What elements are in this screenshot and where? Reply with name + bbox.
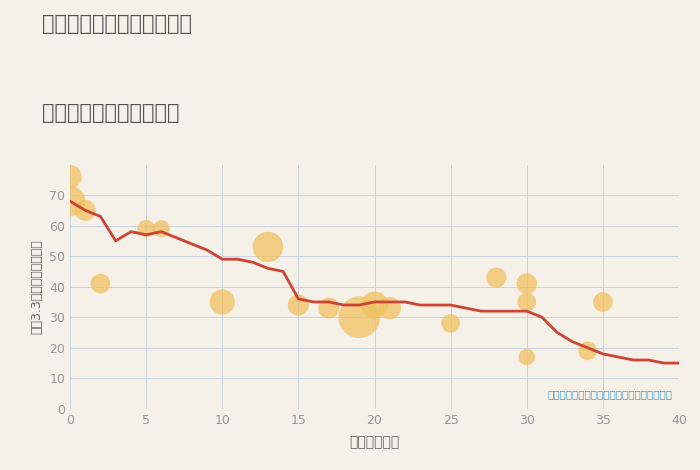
Point <box>521 280 532 287</box>
Point <box>521 353 532 361</box>
Text: 築年数別中古戸建て価格: 築年数別中古戸建て価格 <box>42 103 179 124</box>
Point <box>445 320 456 327</box>
Point <box>384 305 395 312</box>
Point <box>80 207 91 214</box>
Point <box>521 298 532 306</box>
Point <box>369 301 380 309</box>
Point <box>354 313 365 321</box>
Point <box>64 173 76 180</box>
Point <box>64 197 76 205</box>
Point <box>217 298 228 306</box>
Text: 円の大きさは、取引のあった物件面積を示す: 円の大きさは、取引のあった物件面積を示す <box>548 389 673 399</box>
Y-axis label: 坪（3.3㎡）単価（万円）: 坪（3.3㎡）単価（万円） <box>31 239 43 334</box>
Point <box>582 347 594 354</box>
Text: 三重県四日市市楠町本郷の: 三重県四日市市楠町本郷の <box>42 14 192 34</box>
Point <box>156 225 167 233</box>
Point <box>262 243 274 251</box>
Point <box>141 225 152 233</box>
Point <box>323 305 335 312</box>
Point <box>293 301 304 309</box>
Point <box>95 280 106 287</box>
Point <box>597 298 608 306</box>
Point <box>491 274 502 281</box>
X-axis label: 築年数（年）: 築年数（年） <box>349 435 400 449</box>
